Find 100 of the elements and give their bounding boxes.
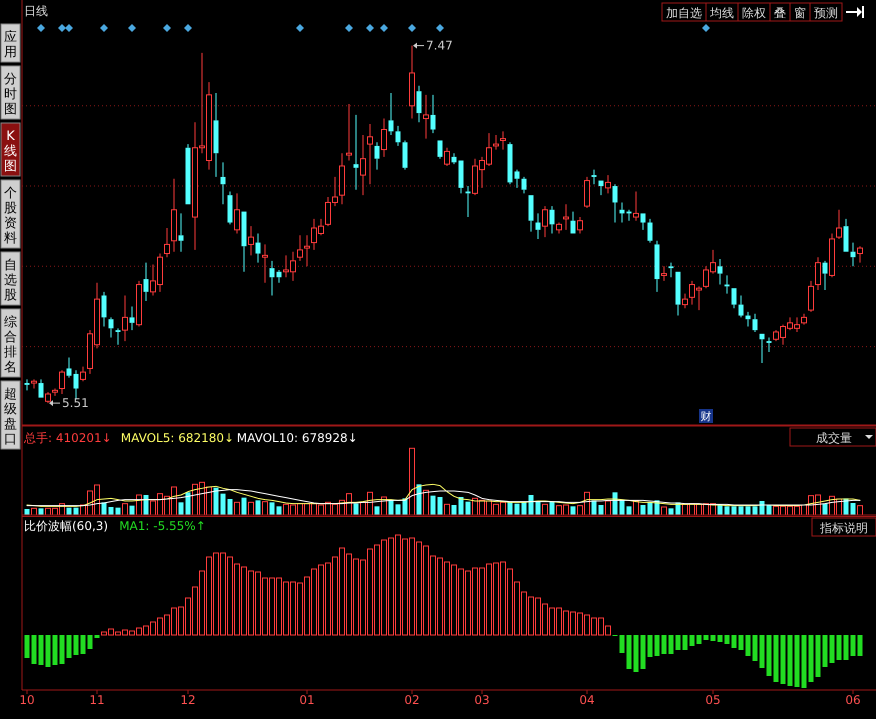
bar bbox=[760, 635, 764, 668]
bar bbox=[256, 500, 260, 515]
bar bbox=[732, 635, 736, 648]
bar bbox=[374, 506, 380, 515]
candlestick bbox=[430, 94, 436, 134]
bar bbox=[570, 506, 576, 515]
bar bbox=[178, 502, 184, 515]
text: K线图 bbox=[4, 129, 17, 174]
bar bbox=[857, 505, 863, 516]
bar bbox=[648, 502, 652, 515]
text: 个股资料 bbox=[4, 186, 17, 246]
bar bbox=[732, 506, 736, 515]
candlestick bbox=[256, 232, 260, 264]
bar bbox=[80, 635, 86, 654]
annotation: 均线 bbox=[709, 6, 734, 20]
bar bbox=[661, 506, 667, 516]
bar bbox=[24, 508, 30, 515]
bar bbox=[144, 494, 148, 515]
bar bbox=[738, 635, 744, 650]
annotation: 财 bbox=[700, 410, 712, 423]
bar bbox=[388, 500, 394, 515]
candlestick bbox=[144, 262, 148, 302]
bar bbox=[416, 484, 422, 515]
candlestick bbox=[297, 234, 303, 262]
candlestick bbox=[536, 212, 540, 240]
bar bbox=[528, 494, 534, 515]
bar bbox=[458, 496, 464, 515]
candlestick bbox=[171, 178, 177, 252]
x-tick-label: 05 bbox=[705, 693, 721, 707]
candlestick bbox=[396, 125, 400, 146]
bar bbox=[648, 635, 652, 657]
bar bbox=[598, 504, 604, 515]
bar bbox=[444, 504, 450, 516]
bar bbox=[438, 496, 442, 515]
candlestick bbox=[500, 130, 506, 150]
candlestick bbox=[654, 240, 660, 292]
candlestick bbox=[248, 226, 254, 256]
bar bbox=[66, 635, 72, 658]
bar bbox=[94, 635, 100, 638]
annotation: 窗 bbox=[794, 6, 806, 20]
bar bbox=[752, 506, 758, 515]
bar bbox=[830, 635, 834, 663]
x-tick-label: 03 bbox=[474, 693, 490, 707]
bar bbox=[704, 635, 708, 640]
bar bbox=[430, 496, 436, 515]
text: 综合排名 bbox=[4, 315, 17, 375]
candlestick bbox=[815, 256, 821, 291]
bar bbox=[822, 504, 828, 515]
candlestick bbox=[122, 294, 128, 342]
series-label: MA1: -5.55%↑ bbox=[119, 519, 206, 533]
bar bbox=[186, 492, 190, 515]
candlestick bbox=[214, 92, 218, 178]
candlestick bbox=[766, 336, 772, 353]
bar bbox=[116, 508, 120, 515]
candlestick bbox=[24, 378, 30, 391]
bar bbox=[423, 490, 429, 516]
candlestick bbox=[514, 169, 520, 188]
bar bbox=[242, 498, 246, 515]
bar bbox=[38, 635, 44, 665]
bar bbox=[766, 504, 772, 515]
bar bbox=[724, 506, 730, 515]
bar bbox=[816, 635, 820, 677]
candlestick bbox=[605, 174, 611, 194]
candlestick bbox=[682, 293, 688, 309]
bar bbox=[752, 635, 758, 661]
candlestick bbox=[102, 291, 106, 327]
bar bbox=[640, 635, 646, 669]
bar bbox=[262, 501, 268, 516]
bar bbox=[682, 635, 688, 650]
bar bbox=[746, 635, 750, 656]
bar bbox=[214, 488, 218, 515]
candlestick bbox=[270, 260, 274, 296]
candlestick bbox=[381, 118, 387, 158]
bar bbox=[808, 635, 814, 682]
bar bbox=[74, 508, 78, 515]
bar bbox=[38, 508, 44, 515]
bar bbox=[605, 500, 611, 516]
candlestick bbox=[220, 162, 226, 205]
bar bbox=[634, 635, 638, 672]
bar bbox=[66, 508, 72, 515]
candlestick bbox=[367, 124, 373, 185]
candlestick bbox=[416, 85, 422, 123]
bar bbox=[24, 635, 30, 658]
candlestick bbox=[74, 370, 78, 400]
candlestick bbox=[409, 45, 415, 120]
candlestick bbox=[374, 142, 380, 170]
bar bbox=[542, 504, 548, 516]
bar bbox=[452, 504, 456, 515]
candlestick bbox=[522, 176, 526, 194]
chart-subtitle: 成交量 bbox=[816, 431, 852, 445]
x-tick-label: 01 bbox=[299, 693, 315, 707]
bar bbox=[409, 448, 415, 516]
bar bbox=[276, 506, 282, 515]
x-tick-label: 11 bbox=[89, 693, 105, 707]
x-tick-label: 02 bbox=[404, 693, 420, 707]
bar bbox=[850, 502, 856, 515]
candlestick bbox=[466, 186, 470, 218]
bar bbox=[858, 635, 862, 656]
bar bbox=[234, 502, 240, 516]
candlestick bbox=[718, 258, 722, 286]
